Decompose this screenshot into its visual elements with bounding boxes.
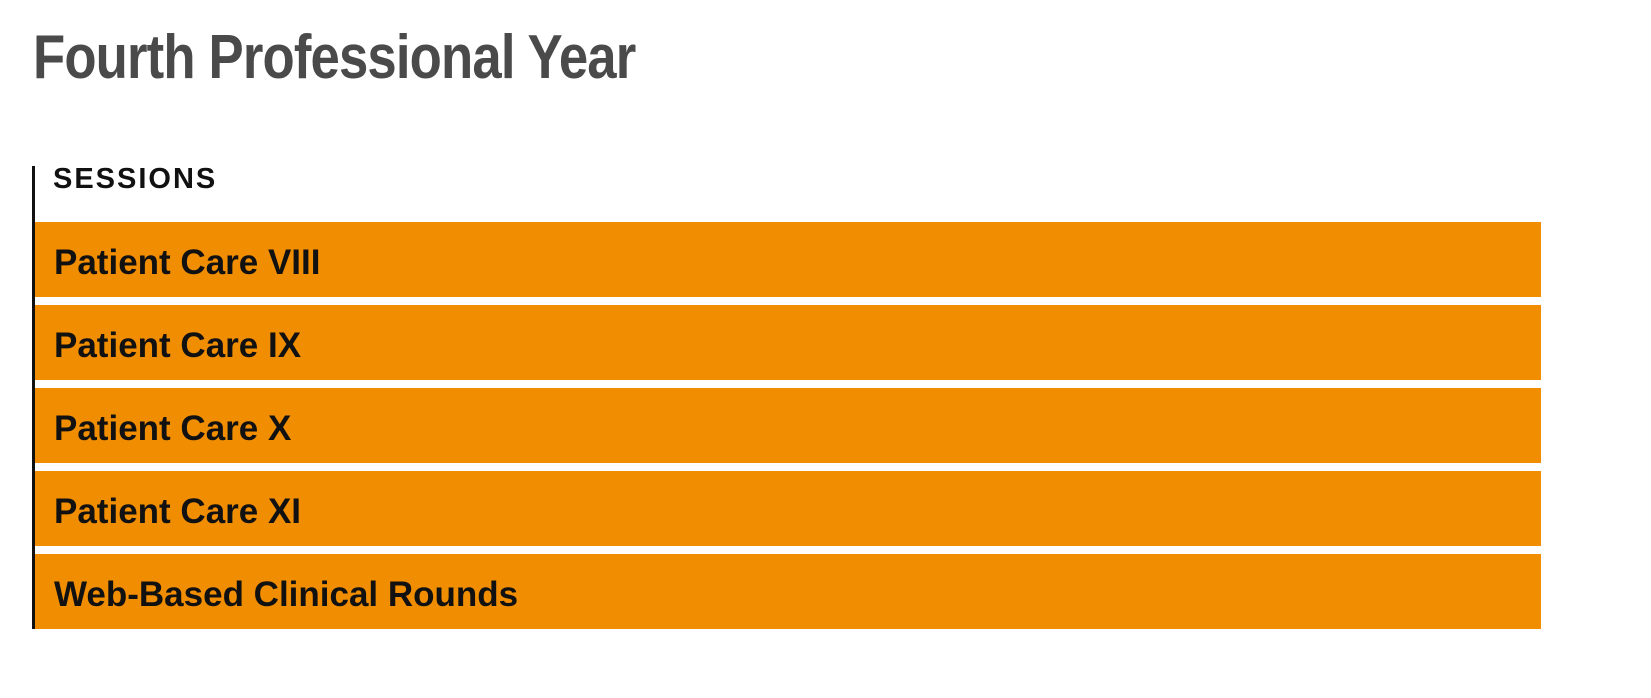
session-item[interactable]: Patient Care X (35, 388, 1541, 463)
session-item[interactable]: Web-Based Clinical Rounds (35, 554, 1541, 629)
page-title: Fourth Professional Year (33, 23, 636, 92)
session-item[interactable]: Patient Care IX (35, 305, 1541, 380)
session-item[interactable]: Patient Care XI (35, 471, 1541, 546)
section-label: SESSIONS (53, 163, 218, 195)
sessions-section: SESSIONS Patient Care VIII Patient Care I… (32, 163, 1541, 629)
session-item[interactable]: Patient Care VIII (35, 222, 1541, 297)
